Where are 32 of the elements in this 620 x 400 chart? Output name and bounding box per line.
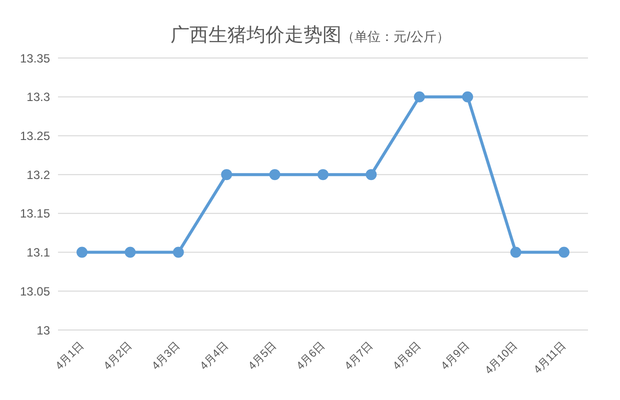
y-tick-label: 13.1 [26, 246, 50, 260]
x-tick-label: 4月9日 [439, 340, 472, 372]
y-tick-label: 13.35 [20, 51, 50, 66]
point [510, 246, 522, 258]
x-tick-label: 4月8日 [390, 340, 424, 372]
y-tick-label: 13.3 [26, 90, 50, 104]
point [414, 91, 425, 102]
point [172, 246, 184, 258]
point [124, 246, 136, 258]
x-tick-label: 4月1日 [53, 340, 86, 372]
x-tick-label: 4月2日 [102, 340, 134, 372]
y-tick-label: 13.25 [20, 128, 50, 143]
point [318, 169, 328, 180]
point [269, 169, 280, 180]
y-tick-label: 13.05 [20, 284, 50, 298]
point [462, 91, 474, 102]
x-tick-label: 4月3日 [150, 340, 183, 372]
point [221, 169, 232, 180]
x-tick-label: 4月4日 [198, 340, 231, 372]
x-tick-label: 4月7日 [342, 340, 376, 372]
chart-subtitle: （单位：元/公斤） [342, 29, 450, 44]
x-tick-label: 4月6日 [294, 340, 328, 372]
point [366, 169, 377, 180]
point [76, 246, 88, 258]
y-tick-label: 13.2 [26, 168, 50, 182]
x-tick-label: 4月10日 [482, 340, 520, 377]
y-tick-label: 13 [36, 323, 50, 338]
x-tick-label: 4月11日 [532, 340, 568, 376]
y-tick-label: 13.15 [20, 206, 50, 221]
x-tick-label: 4月5日 [246, 340, 279, 372]
point [558, 246, 570, 258]
chart-title: 广西生猪均价走势图 [170, 25, 342, 46]
